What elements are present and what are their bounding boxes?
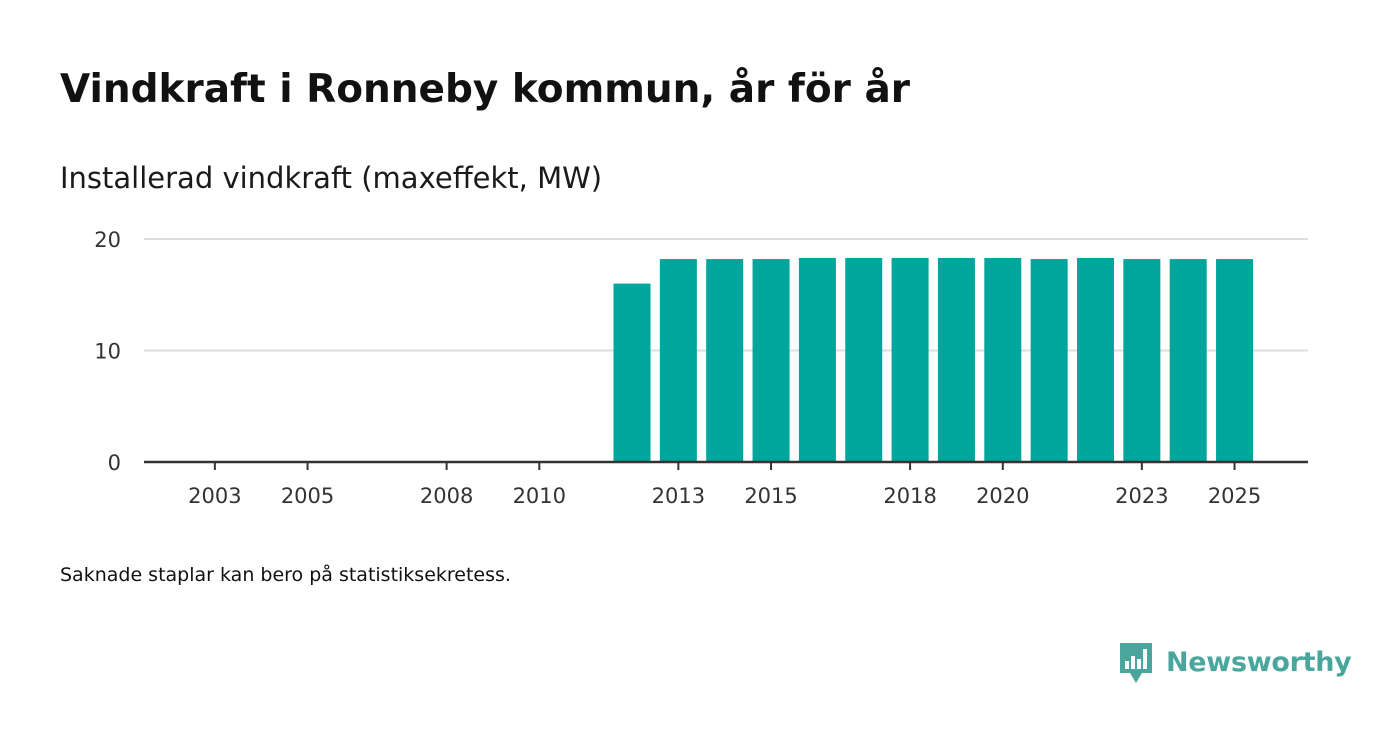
newsworthy-logo-icon bbox=[1120, 643, 1152, 683]
bar-2019 bbox=[937, 257, 975, 462]
bar-2025 bbox=[1216, 259, 1254, 462]
bar-2018 bbox=[891, 257, 929, 462]
x-tick-label: 2013 bbox=[652, 484, 705, 508]
bar-2023 bbox=[1123, 259, 1161, 462]
axes: 0 10 20 2003 2005 2008 2010 2013 2015 2018 2020 202… bbox=[94, 228, 1308, 508]
y-tick-label: 0 bbox=[108, 451, 121, 475]
bar-2024 bbox=[1169, 259, 1207, 462]
y-tick-label: 10 bbox=[94, 340, 121, 364]
bars bbox=[613, 257, 1254, 462]
bar-2013 bbox=[659, 259, 697, 462]
bar-2022 bbox=[1077, 257, 1114, 462]
bar-2021 bbox=[1030, 259, 1068, 462]
footnote: Saknade staplar kan bero på statistiksek… bbox=[60, 564, 511, 586]
x-tick-label: 2008 bbox=[420, 484, 473, 508]
y-tick-label: 20 bbox=[94, 228, 121, 252]
x-tick-label: 2020 bbox=[976, 484, 1029, 508]
bar-2014 bbox=[706, 259, 744, 462]
bar-chart: 0 10 20 2003 2005 2008 2010 2013 2015 2018 2020 202… bbox=[94, 228, 1308, 508]
newsworthy-logo-text: Newsworthy bbox=[1166, 647, 1352, 678]
x-tick-label: 2010 bbox=[513, 484, 566, 508]
x-tick-label: 2005 bbox=[281, 484, 334, 508]
chart-title: Vindkraft i Ronneby kommun, år för år bbox=[60, 67, 911, 112]
newsworthy-logo: Newsworthy bbox=[1118, 641, 1352, 685]
bar-2020 bbox=[984, 257, 1022, 462]
x-tick-label: 2023 bbox=[1115, 484, 1168, 508]
bar-2016 bbox=[798, 257, 836, 462]
x-tick-label: 2015 bbox=[744, 484, 797, 508]
bar-2012 bbox=[613, 283, 651, 462]
x-tick-label: 2025 bbox=[1208, 484, 1261, 508]
x-tick-label: 2003 bbox=[188, 484, 241, 508]
chart-subtitle: Installerad vindkraft (maxeffekt, MW) bbox=[60, 161, 603, 195]
x-tick-label: 2018 bbox=[883, 484, 936, 508]
bar-2017 bbox=[845, 257, 883, 462]
bar-2015 bbox=[752, 259, 790, 462]
